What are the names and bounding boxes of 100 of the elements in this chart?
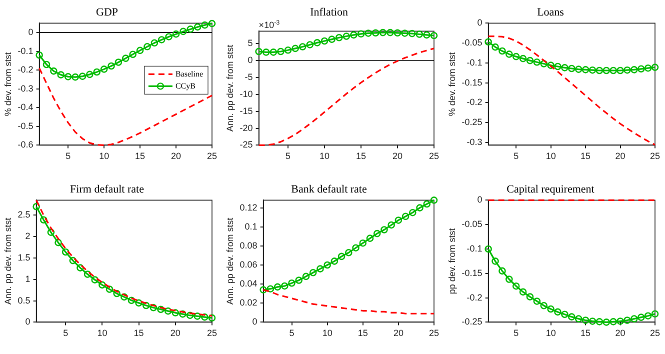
point <box>32 202 40 210</box>
point <box>637 65 645 73</box>
point <box>498 267 506 275</box>
legend-label: Baseline <box>175 69 204 78</box>
point <box>651 64 659 71</box>
point <box>430 32 438 40</box>
point <box>260 286 267 294</box>
point <box>316 265 324 272</box>
point <box>506 276 513 283</box>
x-tick-label: 15 <box>580 328 591 338</box>
point <box>328 36 336 43</box>
x-tick-label: 20 <box>615 151 626 162</box>
point <box>430 196 438 204</box>
point <box>86 70 94 78</box>
point <box>644 312 652 320</box>
y-tick-label: 0.12 <box>240 202 258 212</box>
point <box>114 58 122 66</box>
point <box>602 318 610 326</box>
y-tick-label: -20 <box>240 122 253 133</box>
point <box>302 272 310 280</box>
y-tick-label: 0.1 <box>244 221 258 232</box>
point <box>342 32 350 40</box>
point <box>547 62 554 69</box>
point <box>201 313 208 321</box>
point <box>208 314 216 322</box>
point <box>394 29 402 37</box>
point <box>98 281 106 289</box>
point <box>158 36 166 44</box>
x-tick-label: 25 <box>428 328 440 338</box>
point <box>284 46 292 54</box>
point <box>274 283 282 291</box>
point <box>401 30 408 37</box>
point <box>255 48 262 56</box>
point <box>208 20 216 28</box>
point <box>492 258 499 265</box>
point <box>637 314 645 321</box>
x-tick-label: 25 <box>206 151 218 162</box>
point <box>554 62 562 70</box>
y-tick-label: -0.5 <box>18 120 34 131</box>
point <box>36 51 43 59</box>
point <box>84 270 92 278</box>
point <box>64 73 72 80</box>
y-tick-label: -0.2 <box>466 97 482 108</box>
y-tick-label: -0.05 <box>462 38 482 48</box>
point <box>40 216 48 224</box>
point <box>78 72 86 80</box>
point <box>519 288 527 296</box>
point <box>416 204 424 212</box>
y-tick-label: -0.2 <box>18 64 34 75</box>
point <box>588 318 596 325</box>
point <box>172 309 180 316</box>
x-tick-label: 20 <box>615 328 626 338</box>
chart-title: Capital requirement <box>506 183 594 196</box>
point <box>57 71 65 78</box>
y-tick-label: 0.06 <box>240 259 258 270</box>
y-axis-title: % dev. from stst <box>2 52 13 116</box>
point <box>372 29 380 37</box>
point <box>314 39 321 46</box>
point <box>186 26 194 33</box>
point <box>106 286 114 293</box>
point <box>588 66 596 74</box>
point <box>62 248 70 256</box>
point <box>277 48 284 56</box>
chart-title: Bank default rate <box>291 183 367 196</box>
point <box>180 28 187 36</box>
point <box>357 30 365 38</box>
point <box>630 66 638 74</box>
point <box>201 21 208 29</box>
x-tick-label: 20 <box>170 328 180 338</box>
y-axis-title: pp dev. from stst <box>446 228 457 294</box>
point <box>306 41 314 48</box>
y-tick-label: -0.15 <box>462 77 482 88</box>
point <box>540 60 548 68</box>
point <box>423 31 430 39</box>
y-tick-label: -25 <box>240 140 253 150</box>
point <box>295 276 303 284</box>
x-tick-label: 5 <box>514 151 519 162</box>
y-tick-label: -0.2 <box>466 292 482 302</box>
point <box>624 66 631 74</box>
y-tick-label: -0.1 <box>466 243 482 254</box>
point <box>69 256 77 264</box>
point <box>582 316 590 324</box>
point <box>281 282 288 290</box>
point <box>122 54 130 62</box>
x-tick-label: 25 <box>650 151 660 162</box>
point <box>568 313 576 320</box>
y-tick-label: 0 <box>28 27 34 38</box>
y-tick-label: 1.5 <box>18 252 30 262</box>
x-tick-label: 15 <box>135 151 146 162</box>
point <box>394 216 402 224</box>
point <box>602 66 610 74</box>
point <box>144 43 151 50</box>
y-tick-label: -0.15 <box>462 268 482 278</box>
point <box>320 37 328 45</box>
point <box>547 305 554 313</box>
x-tick-label: 15 <box>134 328 144 338</box>
point <box>380 226 388 234</box>
point <box>616 318 624 325</box>
point <box>616 66 624 74</box>
x-tick-label: 20 <box>393 328 404 338</box>
